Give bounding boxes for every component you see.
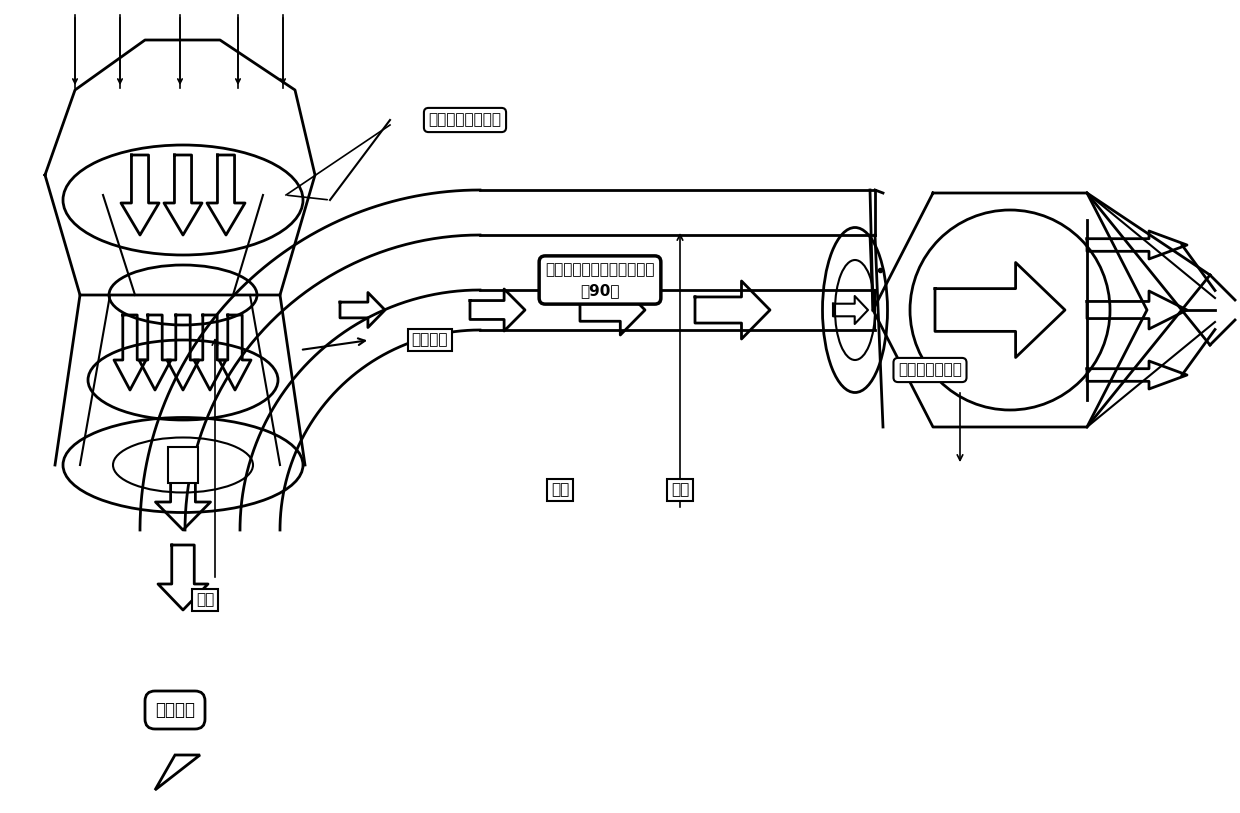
- Text: 锥形纤芯输出光: 锥形纤芯输出光: [898, 363, 962, 377]
- Text: 锥形外层: 锥形外层: [412, 333, 448, 347]
- Polygon shape: [155, 755, 200, 790]
- Text: 纤芯: 纤芯: [196, 593, 215, 607]
- Text: 锥形纤芯，收拢光: 锥形纤芯，收拢光: [429, 112, 501, 128]
- Text: 隐形目标: 隐形目标: [155, 701, 195, 719]
- Text: 包层: 包层: [671, 482, 689, 498]
- Text: 光沿弯曲光纤传输，方向旋
轣90度: 光沿弯曲光纤传输，方向旋 轣90度: [546, 262, 655, 298]
- Text: 光纤: 光纤: [551, 482, 569, 498]
- FancyBboxPatch shape: [167, 447, 198, 483]
